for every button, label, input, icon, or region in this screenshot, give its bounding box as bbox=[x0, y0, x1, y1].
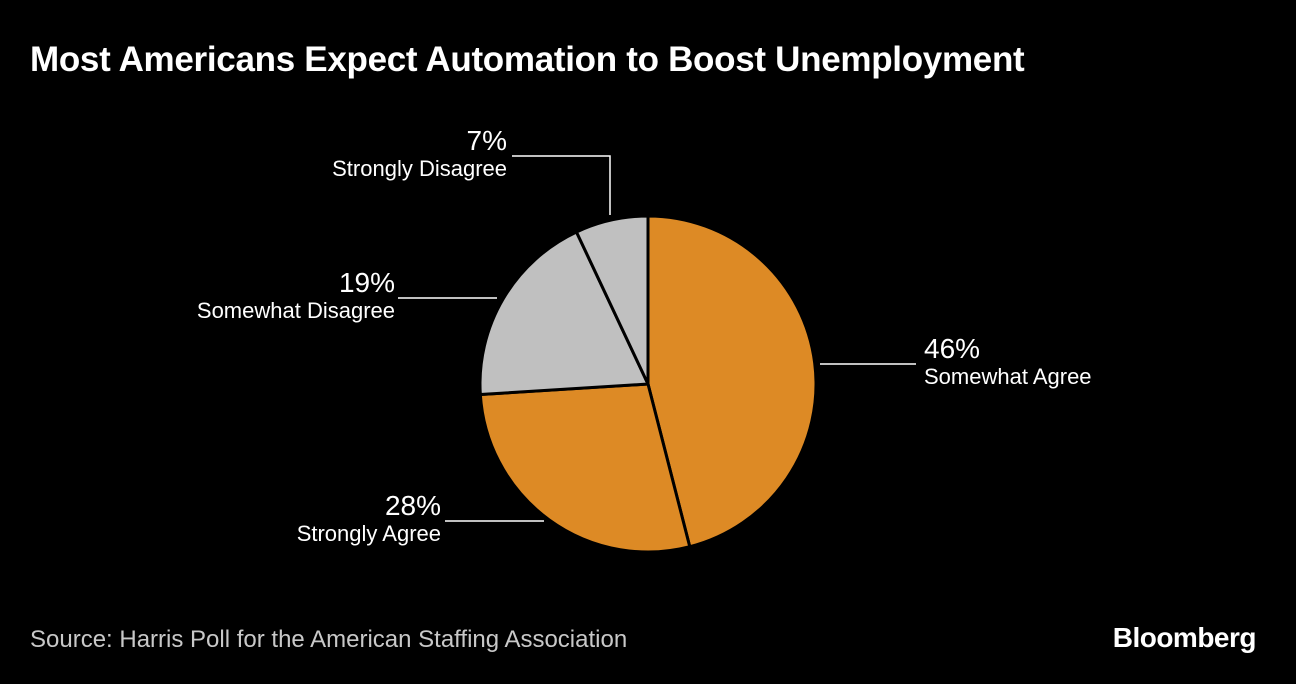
pie-slice-somewhat-disagree bbox=[478, 230, 650, 397]
leader-line-strongly-disagree bbox=[512, 155, 611, 215]
pie-slice-strongly-disagree bbox=[574, 214, 650, 386]
slice-value-label: 46% bbox=[924, 333, 981, 364]
slice-name-label: Somewhat Agree bbox=[924, 364, 1092, 389]
chart-title: Most Americans Expect Automation to Boos… bbox=[30, 40, 1025, 79]
label-somewhat-disagree: 19% Somewhat Disagree bbox=[197, 268, 395, 324]
pie-slice-somewhat-agree bbox=[646, 214, 818, 549]
slice-name-label: Strongly Agree bbox=[296, 521, 441, 546]
pie-slice-strongly-agree bbox=[478, 382, 692, 554]
label-strongly-disagree: 7% Strongly Disagree bbox=[332, 126, 507, 182]
slice-value-label: 7% bbox=[466, 125, 507, 156]
slice-name-label: Somewhat Disagree bbox=[196, 298, 395, 323]
slice-value-label: 28% bbox=[384, 490, 441, 521]
slice-value-label: 19% bbox=[338, 267, 395, 298]
label-somewhat-agree: 46% Somewhat Agree bbox=[924, 334, 1092, 390]
source-note: Source: Harris Poll for the American Sta… bbox=[30, 626, 628, 653]
slice-name-label: Strongly Disagree bbox=[332, 156, 507, 181]
label-strongly-agree: 28% Strongly Agree bbox=[297, 491, 441, 547]
bloomberg-logo: Bloomberg bbox=[1112, 622, 1257, 653]
